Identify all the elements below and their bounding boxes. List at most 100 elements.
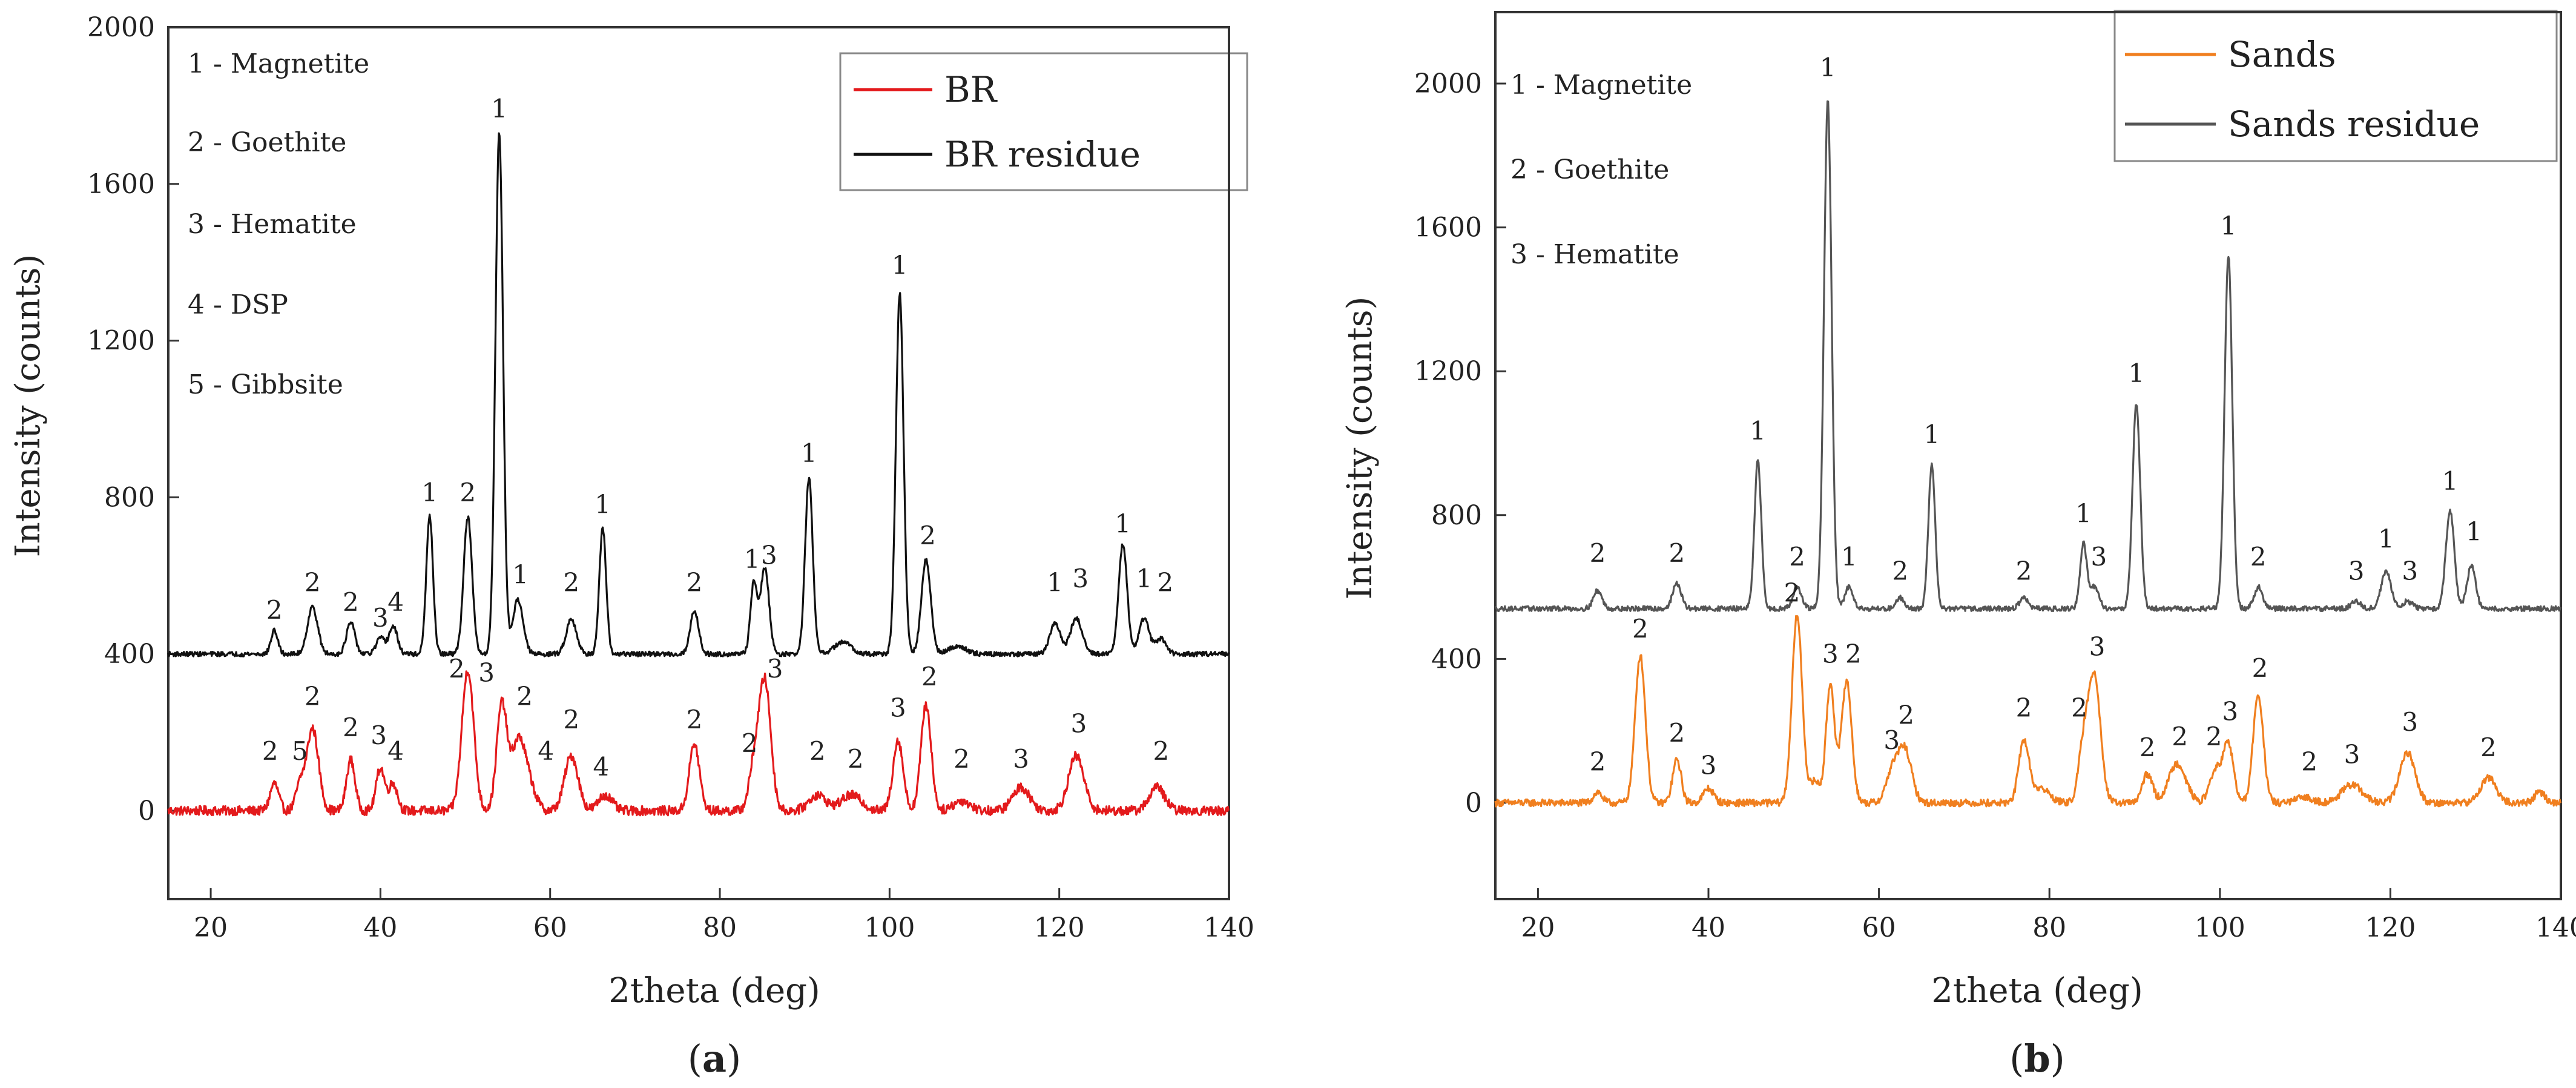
panel-a-y-tick-label: 0 (138, 796, 155, 826)
panel-b-peak-label: 2 (2252, 653, 2268, 683)
panel-a-peak-label: 2 (305, 568, 321, 598)
panel-a-peak-label: 3 (1013, 744, 1029, 774)
panel-b-peak-label: 2 (2480, 733, 2497, 762)
panel-a-series-br (167, 670, 1230, 817)
panel-b-y-tick-label: 2000 (1414, 68, 1482, 99)
panel-b-peak-label: 2 (1789, 542, 1805, 572)
panel-a-series-br-residue (167, 132, 1230, 658)
panel-a-y-tick-label: 1600 (87, 169, 155, 200)
panel-b-series-legend: Sands Sands residue (2113, 10, 2558, 162)
panel-b-peak-label: 2 (1784, 578, 1800, 607)
panel-b-plot-frame (1494, 11, 2562, 900)
panel-a-peak-label: 1 (1136, 564, 1152, 593)
panel-a-peak-label: 3 (767, 654, 783, 684)
panel-a-y-tick-label: 1200 (87, 326, 155, 357)
panel-b-y-tick-label: 1200 (1414, 356, 1482, 387)
panel-a-peak-label: 2 (563, 705, 579, 734)
panel-b-chart: Intensity (counts) 2theta (deg) (b) 1 - … (1340, 10, 2576, 1081)
panel-b-peak-label: 1 (2378, 524, 2394, 553)
panel-b-peak-label: 1 (1841, 542, 1857, 572)
panel-a-peak-label: 3 (1072, 564, 1089, 593)
panel-a-peak-label: 2 (262, 736, 278, 766)
panel-a-peak-label: 5 (292, 736, 308, 766)
panel-b-y-tick-label: 400 (1431, 644, 1482, 674)
panel-b-peak-label: 3 (1883, 725, 1900, 755)
panel-a-phase-item: 2 - Goethite (188, 127, 346, 158)
panel-a-plot-frame (167, 26, 1230, 900)
panel-a-peak-label: 4 (538, 736, 554, 766)
panel-a-series-legend: BR BR residue (839, 52, 1248, 191)
panel-b-peak-label: 2 (1845, 639, 1862, 668)
panel-b-x-tick-label: 40 (1692, 912, 1725, 943)
panel-b-peak-label: 3 (2222, 696, 2238, 726)
panel-b-letter: b (2024, 1037, 2050, 1081)
panel-a-peak-label: 2 (687, 568, 703, 598)
panel-a-peak-label: 2 (954, 744, 970, 774)
panel-b-peak-label: 2 (2140, 733, 2156, 762)
panel-a-x-tick-label: 20 (194, 912, 228, 943)
panel-a-legend-label-br: BR (944, 69, 998, 110)
panel-b-peak-label: 2 (2206, 722, 2222, 751)
panel-a-y-tick-label: 2000 (87, 12, 155, 43)
panel-a-label: (a) (688, 1037, 742, 1081)
panel-a-peak-label: 1 (421, 478, 438, 507)
panel-b-peak-label: 2 (2172, 722, 2188, 751)
panel-a-phase-item: 4 - DSP (188, 289, 288, 320)
panel-b-x-tick-label: 60 (1862, 912, 1896, 943)
panel-a-phase-item: 3 - Hematite (188, 209, 357, 240)
panel-a-peak-label: 2 (449, 654, 465, 684)
panel-b-peak-label: 3 (2402, 556, 2418, 586)
panel-a-peak-label: 3 (890, 693, 906, 723)
panel-b-label: (b) (2009, 1037, 2065, 1081)
panel-a-x-tick-label: 40 (363, 912, 397, 943)
panel-a-letter: a (702, 1037, 726, 1081)
panel-a-peak-label: 2 (563, 568, 579, 598)
panel-b-peak-label: 2 (1892, 556, 1908, 586)
panel-b-peak-label: 1 (2442, 466, 2459, 496)
panel-b-peak-label: 2 (2071, 693, 2087, 722)
panel-b-legend-label-sands-residue: Sands residue (2228, 104, 2480, 145)
panel-b-y-axis-label: Intensity (counts) (1340, 297, 1380, 600)
panel-b-x-tick-label: 100 (2195, 912, 2245, 943)
panel-b-peak-label: 1 (1750, 416, 1766, 446)
panel-a-peak-label: 2 (848, 744, 864, 774)
panel-a-x-tick-label: 60 (533, 912, 567, 943)
panel-a-chart: Intensity (counts) 2theta (deg) (a) 1 - … (8, 12, 1254, 1081)
panel-a-peak-label: 3 (478, 658, 495, 687)
panel-b-peak-label: 2 (1898, 700, 1914, 730)
panel-a-x-tick-label: 80 (703, 912, 737, 943)
panel-b-phase-legend: 1 - Magnetite 2 - Goethite 3 - Hematite (1510, 70, 1692, 270)
panel-a-y-axis-label: Intensity (counts) (8, 254, 48, 558)
panel-b-phase-item: 2 - Goethite (1510, 154, 1669, 185)
panel-b-peak-label: 1 (2221, 211, 2237, 240)
panel-b-peak-label: 3 (2344, 740, 2360, 770)
panel-b-y-tick-label: 800 (1431, 500, 1482, 531)
panel-b-x-axis-label: 2theta (deg) (1931, 971, 2143, 1011)
panel-b-peak-label: 3 (2089, 631, 2106, 661)
panel-b-y-tick-label: 1600 (1414, 213, 1482, 243)
panel-a-peak-label: 2 (343, 713, 359, 742)
panel-b-peak-label: 3 (2402, 707, 2418, 737)
panel-a-peak-label: 3 (761, 540, 777, 570)
panel-a-peak-label: 2 (809, 736, 826, 766)
panel-b-phase-item: 3 - Hematite (1510, 239, 1679, 270)
panel-a-peak-label: 2 (343, 587, 359, 617)
panel-b-peak-label: 2 (2016, 693, 2032, 722)
panel-b-peak-label: 3 (1822, 639, 1839, 668)
panel-b-peak-label: 1 (2466, 516, 2482, 546)
panel-a-x-tick-label: 100 (864, 912, 915, 943)
panel-a-peak-label: 1 (1047, 568, 1063, 598)
panel-b-peak-label: 3 (2090, 542, 2107, 572)
panel-a-peak-label: 2 (687, 705, 703, 734)
panel-b-phase-item: 1 - Magnetite (1510, 70, 1692, 101)
panel-a-legend-label-br-residue: BR residue (944, 134, 1141, 175)
panel-b-series-sands (1494, 615, 2561, 808)
panel-b-peak-label: 3 (1701, 750, 1717, 780)
panel-a-peak-label: 3 (1071, 709, 1087, 739)
panel-a-peak-label: 3 (372, 603, 389, 633)
panel-a-peak-label: 1 (491, 94, 507, 124)
panel-a-legend-box (839, 52, 1248, 191)
panel-a-peak-label: 2 (460, 478, 476, 507)
panel-b-x-tick-label: 140 (2535, 912, 2576, 943)
